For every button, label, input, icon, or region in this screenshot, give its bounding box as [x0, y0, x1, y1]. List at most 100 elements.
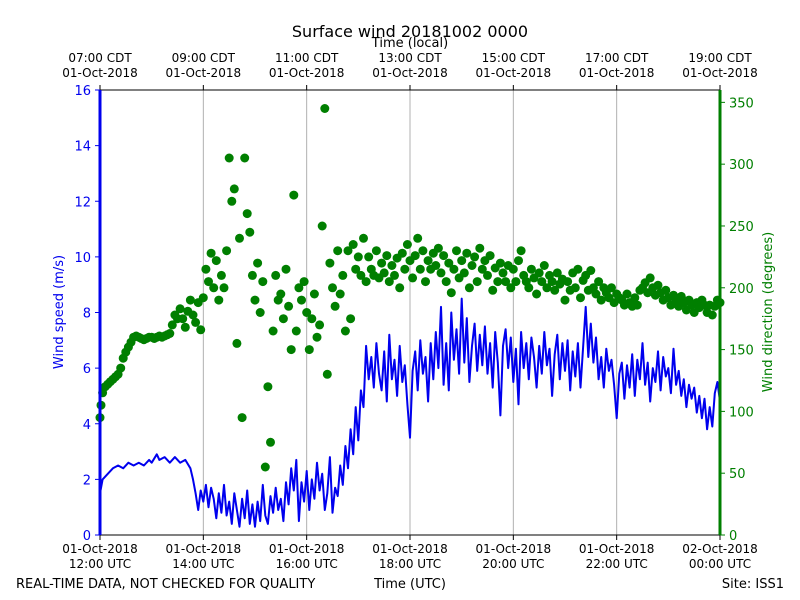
wind-direction-point [594, 277, 604, 287]
wind-direction-point [245, 227, 255, 237]
wind-direction-point [353, 252, 363, 262]
wind-direction-point [263, 382, 273, 392]
y-tick-label-right: 350 [729, 96, 754, 111]
wind-direction-point [286, 345, 296, 355]
wind-direction-point [304, 345, 314, 355]
x-axis-label: Time (UTC) [373, 577, 446, 592]
wind-speed-line [99, 297, 721, 528]
y-tick-label-left: 16 [74, 84, 91, 99]
wind-direction-point [470, 252, 480, 262]
wind-direction-point [206, 248, 216, 258]
quality-disclaimer: REAL-TIME DATA, NOT CHECKED FOR QUALITY [16, 577, 315, 592]
wind-direction-point [415, 264, 425, 274]
top-tick-label-time: 17:00 CDT [585, 51, 649, 65]
wind-direction-point [431, 261, 441, 270]
wind-direction-point [235, 233, 244, 243]
wind-direction-point [320, 104, 330, 113]
wind-direction-point [441, 277, 451, 287]
wind-direction-point [547, 277, 557, 287]
wind-direction-point [289, 190, 299, 200]
wind-direction-point [395, 283, 405, 293]
wind-direction-point [268, 326, 278, 336]
wind-direction-point [400, 264, 410, 274]
wind-direction-point [167, 320, 177, 330]
wind-direction-point [377, 258, 387, 268]
wind-direction-point [524, 283, 534, 293]
wind-direction-point [542, 283, 552, 293]
wind-direction-point [255, 308, 265, 317]
wind-direction-point [201, 264, 211, 274]
wind-direction-point [247, 270, 257, 280]
wind-direction-point [397, 248, 407, 258]
wind-direction-point [204, 277, 213, 287]
wind-direction-point [240, 153, 250, 163]
wind-direction-point [707, 310, 717, 320]
x-tick-label-time: 12:00 UTC [69, 557, 131, 571]
wind-direction-point [250, 295, 260, 305]
y-tick-label-right: 0 [729, 529, 737, 544]
wind-direction-point [459, 268, 469, 278]
wind-direction-point [258, 277, 268, 287]
y-tick-label-right: 200 [729, 282, 754, 297]
wind-direction-point [346, 314, 356, 324]
wind-direction-point [307, 314, 317, 324]
top-tick-label-date: 01-Oct-2018 [62, 66, 138, 80]
wind-direction-point [278, 314, 288, 324]
top-tick-label-date: 01-Oct-2018 [372, 66, 448, 80]
top-tick-label-date: 01-Oct-2018 [269, 66, 345, 80]
wind-direction-point [511, 277, 521, 287]
x-tick-label-date: 01-Oct-2018 [476, 542, 552, 556]
wind-direction-point [483, 270, 492, 280]
y-tick-label-left: 0 [83, 529, 91, 544]
chart-title: Surface wind 20181002 0000 [292, 22, 528, 41]
x-tick-label-time: 00:00 UTC [689, 557, 751, 571]
wind-direction-point [175, 304, 185, 314]
x-tick-label-date: 02-Oct-2018 [682, 542, 758, 556]
wind-direction-point [315, 320, 325, 330]
wind-direction-point [348, 240, 358, 249]
top-tick-label-date: 01-Oct-2018 [682, 66, 758, 80]
wind-direction-point [180, 322, 190, 332]
x-tick-label-date: 01-Oct-2018 [62, 542, 138, 556]
wind-direction-point [328, 283, 337, 293]
site-label: Site: ISS1 [722, 577, 784, 592]
y-tick-label-right: 50 [729, 467, 746, 482]
x-tick-label-date: 01-Oct-2018 [269, 542, 345, 556]
wind-direction-point [359, 233, 368, 243]
y-axis-left-label: Wind speed (m/s) [52, 255, 67, 369]
wind-direction-point [630, 293, 640, 303]
wind-direction-point [294, 283, 304, 293]
wind-direction-point [322, 369, 332, 379]
wind-direction-point [436, 268, 446, 278]
wind-direction-point [299, 277, 309, 287]
wind-direction-point [209, 283, 219, 293]
wind-direction-point [196, 325, 206, 335]
wind-direction-point [449, 264, 459, 274]
x-tick-label-time: 16:00 UTC [276, 557, 338, 571]
y-axis-right-label: Wind direction (degrees) [761, 232, 776, 392]
wind-direction-point [351, 264, 361, 274]
wind-direction-point [661, 285, 671, 295]
y-tick-label-left: 2 [83, 473, 91, 488]
wind-direction-point [211, 256, 221, 266]
wind-direction-point [464, 283, 474, 293]
y-tick-label-right: 100 [729, 405, 754, 420]
top-tick-label-time: 15:00 CDT [482, 51, 546, 65]
wind-direction-point [591, 289, 601, 299]
wind-direction-point [586, 266, 596, 275]
wind-direction-point [477, 264, 487, 274]
y-tick-label-left: 14 [74, 140, 91, 155]
wind-direction-point [421, 277, 430, 287]
wind-direction-point [532, 289, 542, 299]
wind-direction-point [387, 261, 397, 270]
wind-direction-point [317, 221, 327, 231]
wind-direction-point [222, 246, 232, 256]
wind-direction-point [457, 256, 467, 266]
wind-direction-point [302, 308, 312, 317]
top-tick-label-time: 09:00 CDT [172, 51, 236, 65]
wind-direction-point [281, 264, 291, 274]
wind-direction-point [271, 270, 281, 280]
wind-direction-point [266, 437, 275, 447]
wind-direction-point [325, 258, 335, 268]
